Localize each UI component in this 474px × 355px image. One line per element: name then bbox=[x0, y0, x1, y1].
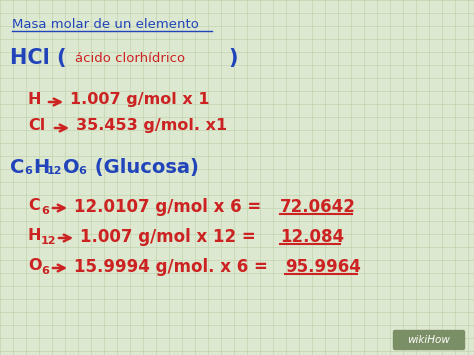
Text: H: H bbox=[28, 228, 42, 243]
Text: H: H bbox=[28, 92, 42, 107]
Text: HCl (: HCl ( bbox=[10, 48, 66, 68]
Text: ácido clorhídrico: ácido clorhídrico bbox=[75, 52, 185, 65]
Text: C: C bbox=[28, 198, 40, 213]
Text: Masa molar de un elemento: Masa molar de un elemento bbox=[12, 18, 199, 31]
Text: 72.0642: 72.0642 bbox=[280, 198, 356, 216]
Text: O: O bbox=[28, 258, 42, 273]
Text: 12: 12 bbox=[47, 166, 63, 176]
Text: 95.9964: 95.9964 bbox=[285, 258, 361, 276]
Text: H: H bbox=[33, 158, 49, 177]
Text: ): ) bbox=[228, 48, 237, 68]
Text: 6: 6 bbox=[24, 166, 32, 176]
Text: 35.453 g/mol. x1: 35.453 g/mol. x1 bbox=[76, 118, 227, 133]
Text: C: C bbox=[10, 158, 24, 177]
Text: 1.007 g/mol x 12 =: 1.007 g/mol x 12 = bbox=[80, 228, 262, 246]
Text: wikiHow: wikiHow bbox=[408, 335, 450, 345]
Text: 12: 12 bbox=[41, 236, 56, 246]
Text: Cl: Cl bbox=[28, 118, 45, 133]
Text: 12.0107 g/mol x 6 =: 12.0107 g/mol x 6 = bbox=[74, 198, 261, 216]
Text: O: O bbox=[63, 158, 80, 177]
FancyBboxPatch shape bbox=[393, 331, 465, 350]
Text: 6: 6 bbox=[41, 206, 49, 216]
Text: 6: 6 bbox=[78, 166, 86, 176]
Text: (Glucosa): (Glucosa) bbox=[88, 158, 199, 177]
Text: 12.084: 12.084 bbox=[280, 228, 344, 246]
Text: 1.007 g/mol x 1: 1.007 g/mol x 1 bbox=[70, 92, 210, 107]
Text: 6: 6 bbox=[41, 266, 49, 276]
Text: 15.9994 g/mol. x 6 =: 15.9994 g/mol. x 6 = bbox=[74, 258, 273, 276]
